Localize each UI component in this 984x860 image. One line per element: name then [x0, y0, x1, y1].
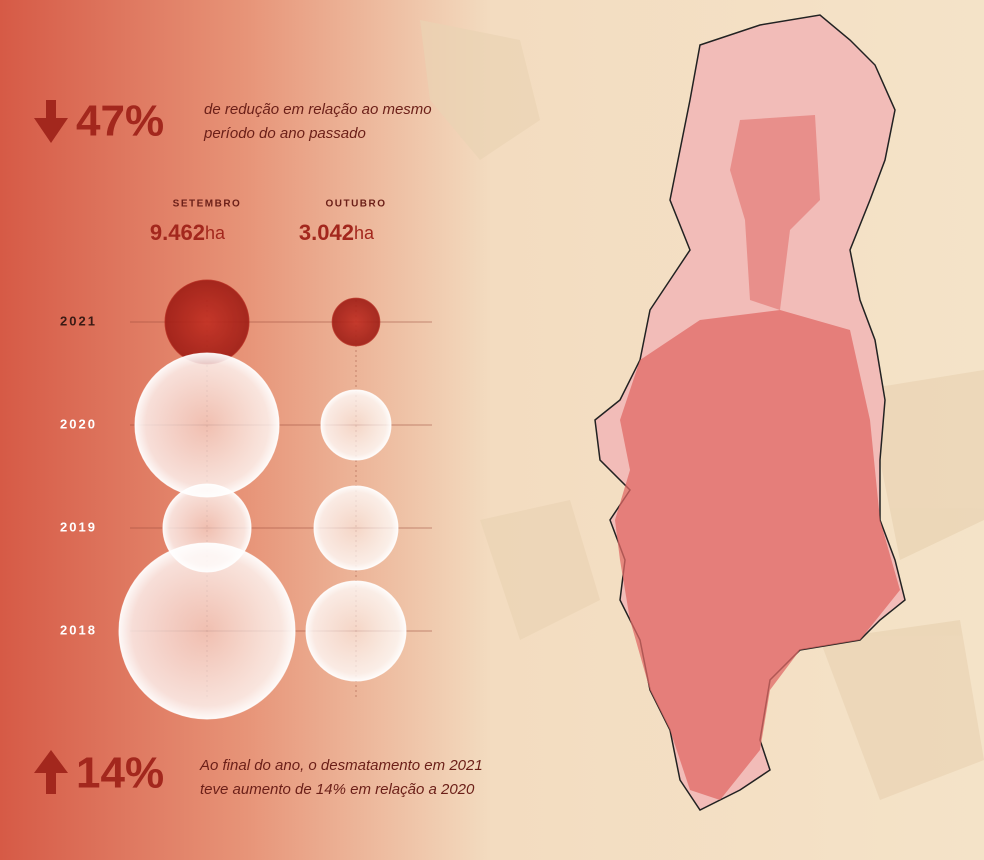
bubble	[313, 485, 399, 571]
value-number: 9.462	[150, 220, 205, 245]
map-deforestation	[615, 310, 900, 800]
arrow-up	[34, 750, 68, 794]
series-header: SETEMBRO	[173, 199, 242, 210]
value-unit: ha	[205, 223, 226, 243]
value-label: 9.462ha	[150, 220, 226, 245]
year-label: 2020	[60, 416, 97, 431]
year-label: 2019	[60, 519, 97, 534]
bubble	[320, 389, 392, 461]
bubble	[134, 352, 280, 498]
footer-figure: 14%	[76, 749, 164, 798]
bubble	[305, 580, 407, 682]
value-number: 3.042	[299, 220, 354, 245]
headline-text: de redução em relação ao mesmo	[204, 101, 432, 118]
bubble	[118, 542, 296, 720]
year-label: 2021	[60, 313, 97, 328]
series-header: OUTUBRO	[325, 199, 386, 210]
footer-text: Ao final do ano, o desmatamento em 2021	[199, 757, 483, 774]
value-unit: ha	[354, 223, 375, 243]
headline-figure: 47%	[76, 97, 164, 146]
value-label: 3.042ha	[299, 220, 375, 245]
headline-text: período do ano passado	[203, 125, 366, 142]
map-deforestation	[730, 115, 820, 310]
year-label: 2018	[60, 622, 97, 637]
bubble	[164, 279, 250, 365]
footer-text: teve aumento de 14% em relação a 2020	[200, 781, 475, 798]
bubble	[331, 297, 381, 347]
map-background	[420, 20, 984, 800]
arrow-down	[34, 100, 68, 143]
